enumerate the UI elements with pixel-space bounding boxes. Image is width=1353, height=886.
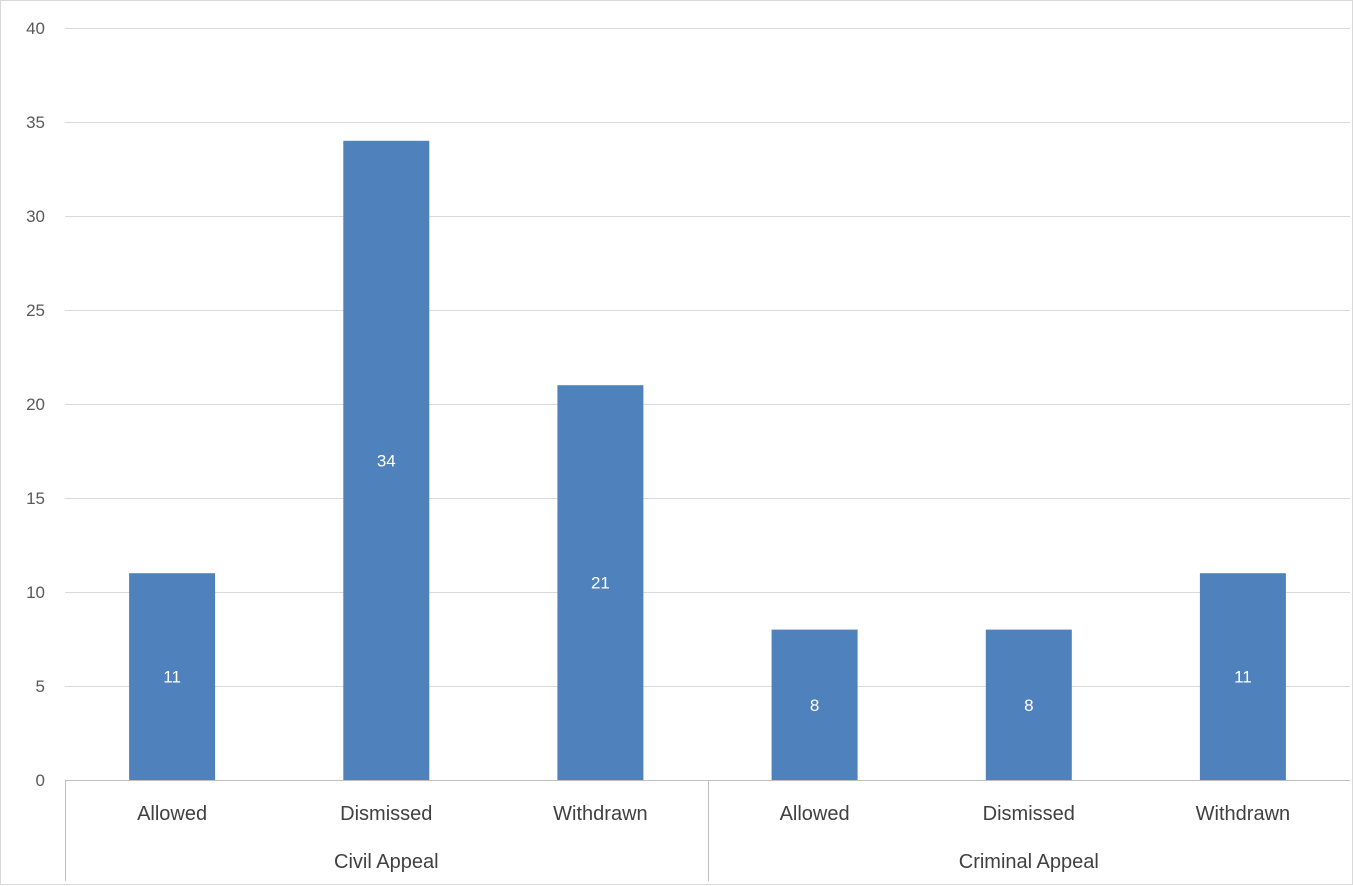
x-axis-categories: Allowed Dismissed Withdrawn Civil Appeal All… xyxy=(137,803,1290,873)
y-tick-label: 25 xyxy=(26,301,45,320)
data-label: 8 xyxy=(810,696,819,715)
bar xyxy=(129,573,216,780)
y-tick-label: 15 xyxy=(26,489,45,508)
y-tick-label: 30 xyxy=(26,207,45,226)
bar xyxy=(557,385,644,780)
y-tick-label: 40 xyxy=(26,19,45,38)
x-category-label: Dismissed xyxy=(340,803,432,825)
data-label: 21 xyxy=(591,574,610,593)
y-tick-label: 0 xyxy=(36,771,45,790)
x-category-label: Withdrawn xyxy=(1196,803,1290,825)
y-axis-ticks: 0 5 10 15 20 25 30 35 40 xyxy=(26,19,45,790)
x-axis xyxy=(65,780,1350,881)
bar xyxy=(343,140,430,781)
y-tick-label: 35 xyxy=(26,113,45,132)
data-label: 34 xyxy=(377,451,396,470)
x-category-label: Allowed xyxy=(137,803,207,825)
x-category-label: Allowed xyxy=(780,803,850,825)
y-tick-label: 10 xyxy=(26,583,45,602)
y-tick-label: 5 xyxy=(36,677,45,696)
x-category-label: Withdrawn xyxy=(553,803,647,825)
x-group-label: Civil Appeal xyxy=(334,851,439,873)
data-label: 8 xyxy=(1024,696,1033,715)
gridlines xyxy=(65,28,1350,687)
data-label: 11 xyxy=(1234,668,1252,687)
x-category-label: Dismissed xyxy=(983,803,1075,825)
bar xyxy=(1199,573,1286,780)
data-label: 11 xyxy=(163,668,181,687)
y-tick-label: 20 xyxy=(26,395,45,414)
bar xyxy=(771,629,858,780)
data-labels: 11 34 21 8 8 11 xyxy=(163,451,1251,714)
bar xyxy=(985,629,1072,780)
x-group-label: Criminal Appeal xyxy=(959,851,1099,873)
bars xyxy=(129,140,1286,781)
